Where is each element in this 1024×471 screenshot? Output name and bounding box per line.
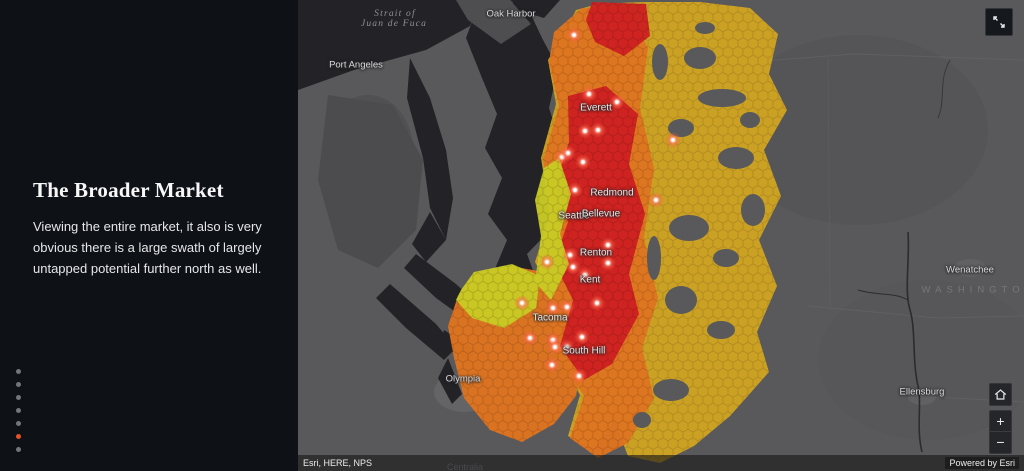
progress-dot-4[interactable]: [16, 408, 21, 413]
progress-dot-6[interactable]: [16, 434, 21, 439]
zoom-control: + −: [989, 410, 1012, 454]
expand-icon: [993, 16, 1005, 28]
zoom-out-button[interactable]: −: [990, 432, 1011, 453]
home-icon: [994, 389, 1007, 400]
narrative-text: Viewing the entire market, it also is ve…: [33, 219, 262, 277]
progress-dot-2[interactable]: [16, 382, 21, 387]
attribution-bar: Esri, HERE, NPS Powered by Esri: [298, 455, 1024, 471]
map-container: Strait of Juan de Fuca Oak Harbor Port Ange…: [298, 0, 1024, 471]
map-canvas[interactable]: [298, 0, 1024, 471]
heat-region-red-north: [586, 2, 650, 56]
island-whidbey: [456, 0, 531, 44]
progress-dot-1[interactable]: [16, 369, 21, 374]
heat-region-low-west: [456, 264, 540, 328]
page-title: The Broader Market: [33, 178, 224, 202]
rivers: [857, 59, 951, 453]
progress-dot-5[interactable]: [16, 421, 21, 426]
expand-button[interactable]: [985, 8, 1013, 36]
narrative-sidebar: The Broader Market Viewing the entire ma…: [0, 0, 298, 471]
attribution-sources: Esri, HERE, NPS: [303, 458, 373, 468]
progress-dots: [16, 369, 21, 452]
home-button[interactable]: [989, 383, 1012, 406]
progress-dot-7[interactable]: [16, 447, 21, 452]
zoom-in-button[interactable]: +: [990, 411, 1011, 432]
powered-by-esri[interactable]: Powered by Esri: [945, 457, 1019, 469]
store-location-points: [514, 27, 681, 384]
progress-dot-3[interactable]: [16, 395, 21, 400]
